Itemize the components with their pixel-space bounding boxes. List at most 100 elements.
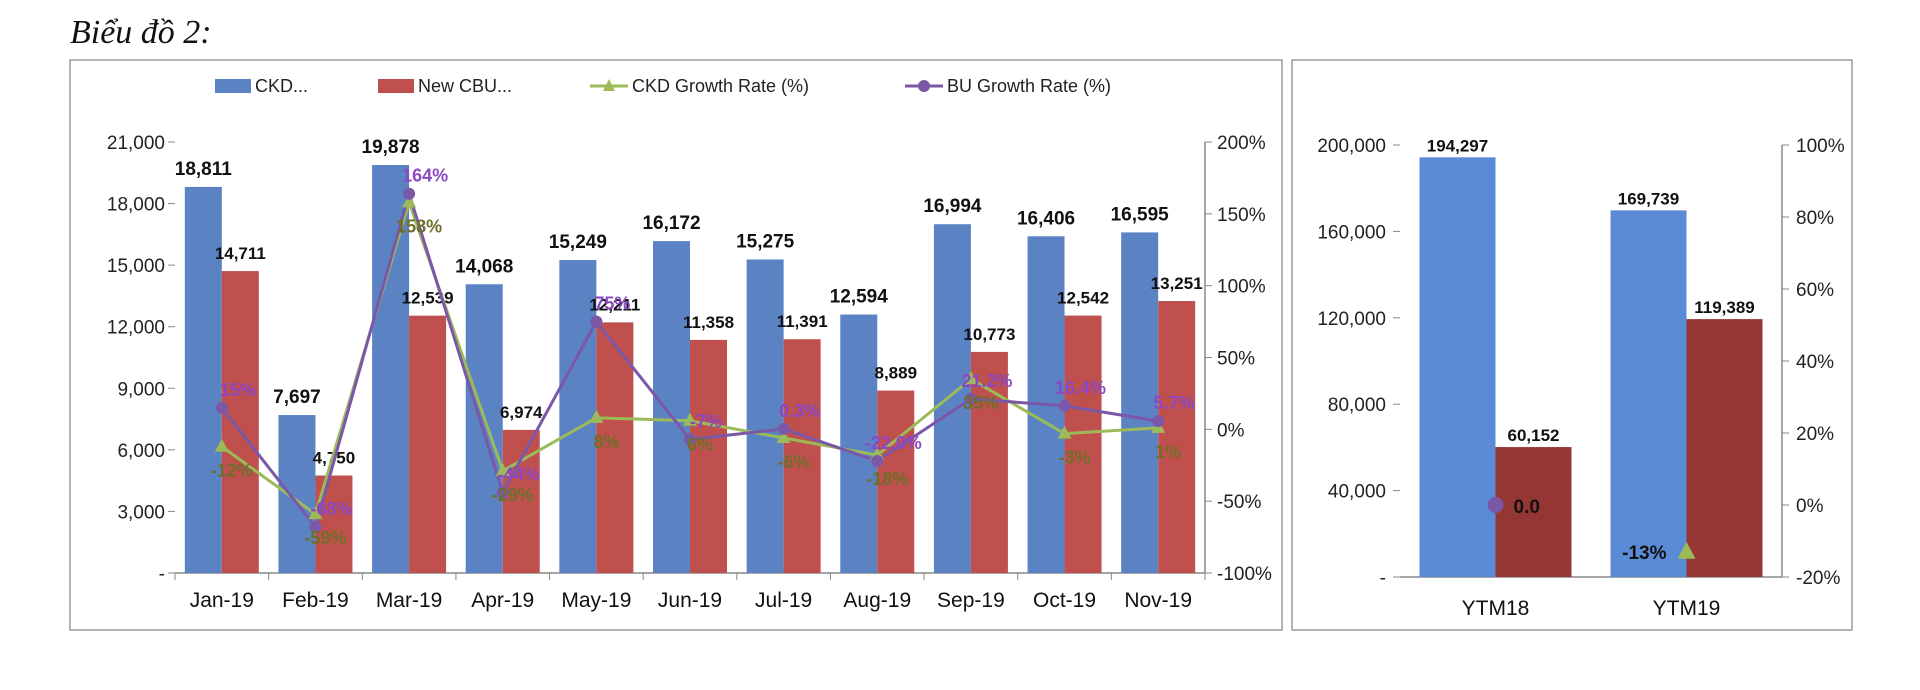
ckd-bar: [372, 165, 410, 573]
ytm-ckd-bar: [1610, 210, 1687, 577]
ckd-growth-point: [402, 194, 417, 208]
chart2-right-tick-label: 60%: [1796, 280, 1834, 301]
chart1-category-label: May-19: [561, 589, 631, 612]
cbu-bar-label: 6,974: [500, 403, 543, 422]
chart1-category-label: Jul-19: [755, 589, 812, 612]
ckd-bar: [278, 415, 316, 573]
bu-growth-point: [590, 315, 603, 328]
legend-label: CKD Growth Rate (%): [632, 76, 809, 96]
chart1-category-label: Oct-19: [1033, 589, 1096, 612]
cbu-bar: [1064, 315, 1102, 573]
ytm-growth-label: -13%: [1622, 543, 1666, 564]
chart1-category-label: Feb-19: [282, 589, 349, 612]
cbu-bar: [221, 271, 259, 573]
chart1-right-tick-label: 100%: [1217, 277, 1266, 298]
bu-growth-label: 75%: [594, 294, 630, 314]
ckd-bar: [840, 314, 878, 573]
ckd-growth-label: 6%: [687, 435, 713, 455]
ckd-growth-point: [1057, 425, 1072, 439]
ckd-bar-label: 14,068: [455, 256, 513, 277]
ckd-bar: [184, 186, 222, 573]
chart2-category-label: YTM18: [1462, 597, 1530, 620]
ckd-bar-label: 19,878: [362, 137, 420, 158]
ckd-bar-label: 15,275: [736, 231, 795, 252]
ckd-bar-label: 15,249: [549, 232, 607, 253]
legend-marker: [603, 79, 615, 91]
ckd-growth-label: -3%: [1059, 448, 1091, 468]
chart1-right-tick-label: 50%: [1217, 349, 1255, 370]
chart2-right-tick-label: 80%: [1796, 208, 1834, 229]
bu-growth-point: [309, 521, 322, 534]
ckd-bar: [746, 259, 784, 573]
chart1-category-label: Aug-19: [843, 589, 911, 612]
chart1-right-tick-label: 200%: [1217, 133, 1266, 154]
ckd-bar-label: 16,172: [642, 213, 700, 234]
ckd-bar: [653, 241, 690, 573]
chart2-left-tick-label: -: [1380, 568, 1386, 589]
ytm-growth-label: 0.0: [1514, 497, 1540, 518]
cbu-bar: [877, 390, 915, 573]
bu-growth-label: -44%: [498, 465, 540, 485]
ckd-bar-label: 16,595: [1111, 204, 1170, 225]
ckd-growth-label: -59%: [304, 528, 346, 548]
ckd-bar: [933, 224, 971, 573]
ckd-bar-label: 16,994: [923, 196, 982, 217]
bu-growth-label: 5.7%: [1154, 393, 1195, 413]
chart2-left-tick-label: 200,000: [1317, 136, 1386, 157]
ckd-growth-point: [589, 409, 604, 423]
ckd-growth-point: [776, 429, 791, 443]
chart1-category-label: Jun-19: [658, 589, 722, 612]
ckd-growth-label: -12%: [211, 461, 253, 481]
chart1-left-tick-label: 3,000: [117, 502, 165, 523]
cbu-bar-label: 12,542: [1057, 289, 1109, 308]
cbu-bar: [596, 322, 634, 573]
ckd-growth-point: [963, 371, 978, 385]
chart2-right-tick-label: 40%: [1796, 352, 1834, 373]
chart1-category-label: Apr-19: [471, 589, 534, 612]
bu-growth-label: 15%: [220, 380, 256, 400]
chart1-left-tick-label: -: [159, 564, 165, 585]
legend-swatch: [378, 79, 414, 93]
ckd-growth-label: 1%: [1155, 442, 1181, 462]
cbu-bar: [690, 339, 727, 573]
cbu-bar-label: 10,773: [963, 325, 1015, 344]
legend-marker: [918, 80, 930, 92]
legend-swatch: [215, 79, 251, 93]
ckd-bar-label: 12,594: [830, 287, 889, 308]
ytm-cbu-bar: [1495, 447, 1572, 577]
ckd-growth-label: -6%: [778, 452, 810, 472]
ckd-growth-point: [495, 462, 510, 476]
bu-growth-label: -7%: [690, 411, 722, 431]
legend-label: CKD...: [255, 76, 308, 96]
bu-growth-point: [964, 392, 977, 405]
ckd-growth-label: 35%: [963, 393, 999, 413]
chart1-right-tick-label: 150%: [1217, 205, 1266, 226]
ckd-bar-label: 18,811: [175, 159, 232, 180]
ckd-growth-point: [683, 412, 697, 426]
cbu-bar-label: 13,251: [1151, 274, 1203, 293]
chart2-right-tick-label: 100%: [1796, 136, 1845, 157]
ckd-growth-label: -29%: [492, 485, 534, 505]
chart1-right-tick-label: -100%: [1217, 564, 1272, 585]
ytm-cbu-bar-label: 119,389: [1694, 298, 1755, 317]
ytm-cbu-bar: [1686, 319, 1763, 577]
chart2-right-tick-label: -20%: [1796, 568, 1840, 589]
ckd-growth-label: 8%: [593, 432, 619, 452]
ytm-growth-marker: [1677, 541, 1696, 559]
ckd-bar-label: 7,697: [273, 387, 321, 408]
chart1-category-label: Nov-19: [1124, 589, 1192, 612]
cbu-bar-label: 14,711: [215, 244, 266, 263]
legend-label: BU Growth Rate (%): [947, 76, 1111, 96]
ytm-ckd-bar-label: 194,297: [1427, 136, 1488, 155]
cbu-bar: [783, 339, 821, 573]
chart2-left-tick-label: 160,000: [1317, 222, 1386, 243]
cbu-bar-label: 11,391: [777, 312, 828, 331]
bu-growth-point: [777, 422, 790, 435]
bu-growth-label: -22.0%: [865, 433, 922, 453]
ckd-bar: [1121, 232, 1159, 573]
bu-growth-point: [684, 433, 696, 446]
chart1-category-label: Jan-19: [190, 589, 254, 612]
bu-growth-label: 164%: [402, 166, 448, 186]
chart2-right-tick-label: 20%: [1796, 424, 1834, 445]
cbu-bar: [315, 475, 353, 573]
